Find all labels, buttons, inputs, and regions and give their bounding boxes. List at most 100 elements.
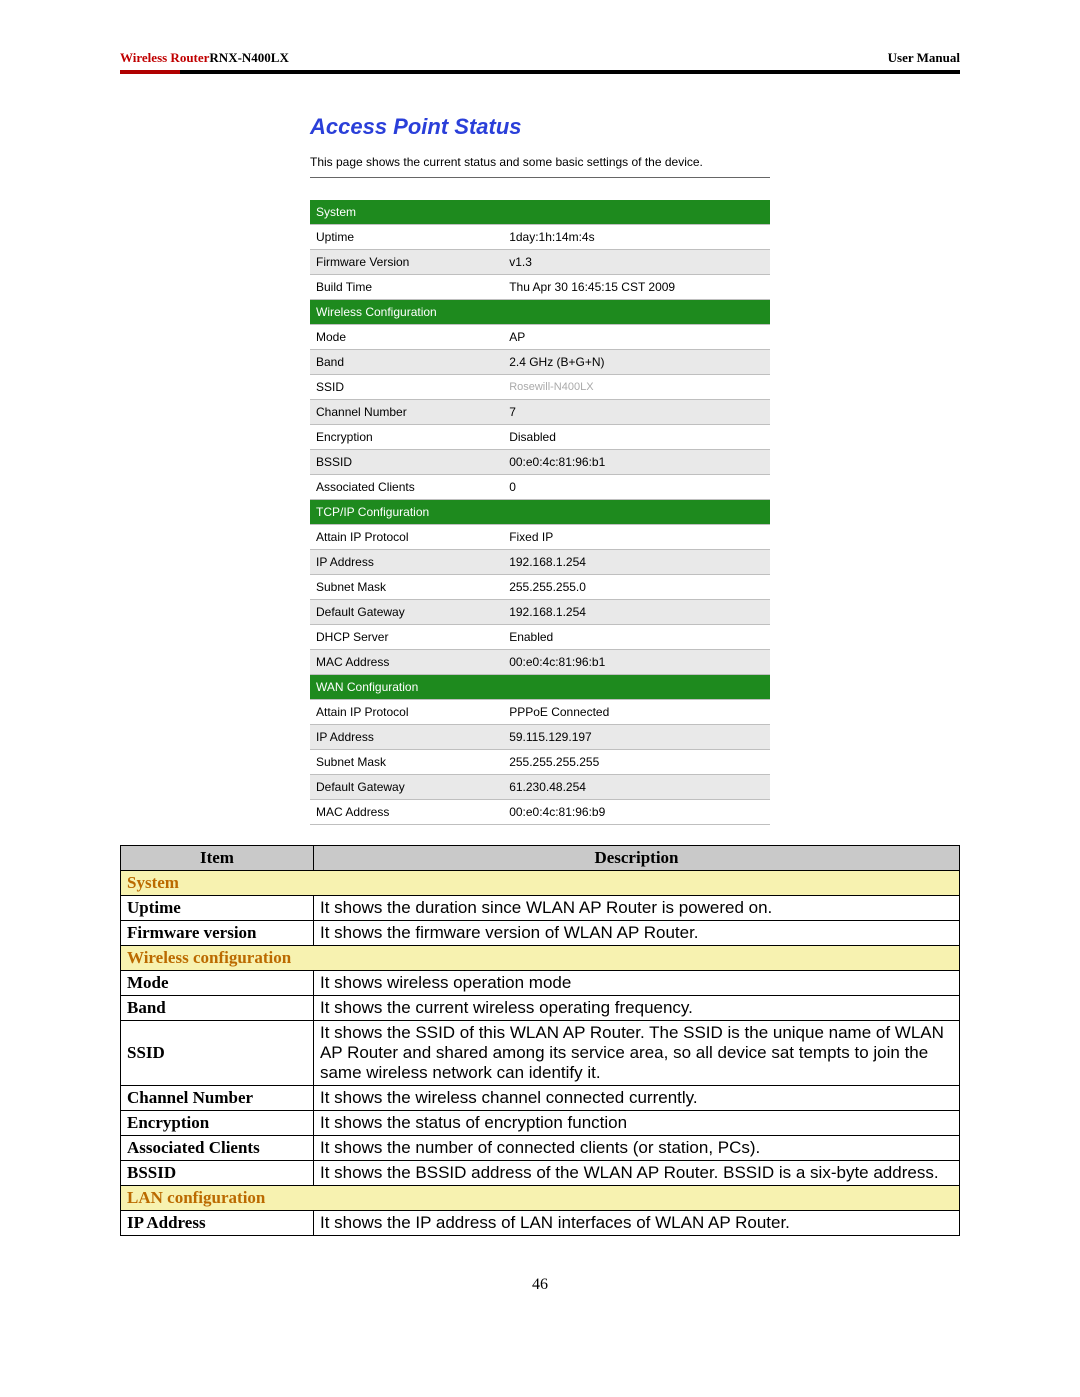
model-name: RNX-N400LX xyxy=(209,50,288,65)
status-section-header: WAN Configuration xyxy=(310,674,770,699)
desc-item: BSSID xyxy=(121,1160,314,1185)
status-row-label: Band xyxy=(310,349,503,374)
status-row: BSSID00:e0:4c:81:96:b1 xyxy=(310,449,770,474)
page-header: Wireless RouterRNX-N400LX User Manual xyxy=(120,50,960,66)
status-row-value: Enabled xyxy=(503,624,770,649)
status-row: Firmware Versionv1.3 xyxy=(310,249,770,274)
desc-row: Associated ClientsIt shows the number of… xyxy=(121,1135,960,1160)
status-row-value: 00:e0:4c:81:96:b1 xyxy=(503,649,770,674)
status-row: Uptime1day:1h:14m:4s xyxy=(310,224,770,249)
desc-row: EncryptionIt shows the status of encrypt… xyxy=(121,1110,960,1135)
status-section-header: System xyxy=(310,200,770,225)
status-row: Build TimeThu Apr 30 16:45:15 CST 2009 xyxy=(310,274,770,299)
status-description: This page shows the current status and s… xyxy=(310,154,770,171)
status-row: SSIDRosewill-N400LX xyxy=(310,374,770,399)
status-row-label: DHCP Server xyxy=(310,624,503,649)
status-row: Band2.4 GHz (B+G+N) xyxy=(310,349,770,374)
desc-text: It shows the wireless channel connected … xyxy=(313,1085,959,1110)
desc-item: Band xyxy=(121,995,314,1020)
desc-text: It shows the duration since WLAN AP Rout… xyxy=(313,895,959,920)
desc-item: SSID xyxy=(121,1020,314,1085)
status-row: Attain IP ProtocolPPPoE Connected xyxy=(310,699,770,724)
desc-item: Firmware version xyxy=(121,920,314,945)
desc-item: Channel Number xyxy=(121,1085,314,1110)
status-row-label: Attain IP Protocol xyxy=(310,699,503,724)
status-row-value: 59.115.129.197 xyxy=(503,724,770,749)
status-row-label: Default Gateway xyxy=(310,599,503,624)
status-row-label: Uptime xyxy=(310,224,503,249)
header-item: Item xyxy=(121,845,314,870)
desc-item: Encryption xyxy=(121,1110,314,1135)
desc-category-name: Wireless configuration xyxy=(121,945,960,970)
status-row: Subnet Mask255.255.255.0 xyxy=(310,574,770,599)
status-row-value: 192.168.1.254 xyxy=(503,599,770,624)
status-row-value: Rosewill-N400LX xyxy=(503,374,770,399)
desc-row: BandIt shows the current wireless operat… xyxy=(121,995,960,1020)
desc-row: SSIDIt shows the SSID of this WLAN AP Ro… xyxy=(121,1020,960,1085)
page-number: 46 xyxy=(120,1276,960,1294)
status-row-value: 192.168.1.254 xyxy=(503,549,770,574)
status-row-label: Subnet Mask xyxy=(310,574,503,599)
desc-row: ModeIt shows wireless operation mode xyxy=(121,970,960,995)
status-row-label: Attain IP Protocol xyxy=(310,524,503,549)
status-row-label: SSID xyxy=(310,374,503,399)
status-row: Subnet Mask255.255.255.255 xyxy=(310,749,770,774)
status-row-label: MAC Address xyxy=(310,799,503,824)
status-section-name: WAN Configuration xyxy=(310,674,770,699)
status-row-value: 0 xyxy=(503,474,770,499)
header-divider xyxy=(120,70,960,74)
status-row-label: Default Gateway xyxy=(310,774,503,799)
desc-row: UptimeIt shows the duration since WLAN A… xyxy=(121,895,960,920)
status-row-value: AP xyxy=(503,324,770,349)
status-row-value: 00:e0:4c:81:96:b9 xyxy=(503,799,770,824)
header-left: Wireless RouterRNX-N400LX xyxy=(120,50,289,66)
desc-category-row: Wireless configuration xyxy=(121,945,960,970)
status-row-value: 2.4 GHz (B+G+N) xyxy=(503,349,770,374)
desc-text: It shows the status of encryption functi… xyxy=(313,1110,959,1135)
header-right: User Manual xyxy=(888,50,960,66)
status-row-label: Channel Number xyxy=(310,399,503,424)
status-divider xyxy=(310,177,770,178)
desc-item: Uptime xyxy=(121,895,314,920)
desc-category-row: System xyxy=(121,870,960,895)
status-row-label: MAC Address xyxy=(310,649,503,674)
desc-text: It shows the firmware version of WLAN AP… xyxy=(313,920,959,945)
desc-text: It shows the number of connected clients… xyxy=(313,1135,959,1160)
status-row: Default Gateway192.168.1.254 xyxy=(310,599,770,624)
status-section-name: TCP/IP Configuration xyxy=(310,499,770,524)
status-row-value: Fixed IP xyxy=(503,524,770,549)
desc-row: IP AddressIt shows the IP address of LAN… xyxy=(121,1210,960,1235)
status-row-label: Mode xyxy=(310,324,503,349)
status-row-value: Thu Apr 30 16:45:15 CST 2009 xyxy=(503,274,770,299)
status-row: IP Address192.168.1.254 xyxy=(310,549,770,574)
desc-text: It shows the SSID of this WLAN AP Router… xyxy=(313,1020,959,1085)
status-row-label: IP Address xyxy=(310,549,503,574)
status-row-label: BSSID xyxy=(310,449,503,474)
status-row-label: Associated Clients xyxy=(310,474,503,499)
status-row-label: IP Address xyxy=(310,724,503,749)
status-row-label: Subnet Mask xyxy=(310,749,503,774)
page: Wireless RouterRNX-N400LX User Manual Ac… xyxy=(0,0,1080,1334)
desc-text: It shows the BSSID address of the WLAN A… xyxy=(313,1160,959,1185)
status-section-header: TCP/IP Configuration xyxy=(310,499,770,524)
status-row: MAC Address00:e0:4c:81:96:b9 xyxy=(310,799,770,824)
status-row: ModeAP xyxy=(310,324,770,349)
status-panel: Access Point Status This page shows the … xyxy=(310,114,770,825)
status-row-value: PPPoE Connected xyxy=(503,699,770,724)
status-row: Default Gateway61.230.48.254 xyxy=(310,774,770,799)
status-row: MAC Address00:e0:4c:81:96:b1 xyxy=(310,649,770,674)
description-table: Item Description SystemUptimeIt shows th… xyxy=(120,845,960,1236)
desc-text: It shows the IP address of LAN interface… xyxy=(313,1210,959,1235)
status-section-name: System xyxy=(310,200,770,225)
status-table: SystemUptime1day:1h:14m:4sFirmware Versi… xyxy=(310,200,770,825)
status-row-value: 61.230.48.254 xyxy=(503,774,770,799)
status-row: DHCP ServerEnabled xyxy=(310,624,770,649)
status-row-label: Firmware Version xyxy=(310,249,503,274)
header-desc: Description xyxy=(313,845,959,870)
desc-text: It shows wireless operation mode xyxy=(313,970,959,995)
desc-item: Mode xyxy=(121,970,314,995)
status-row-label: Encryption xyxy=(310,424,503,449)
desc-item: IP Address xyxy=(121,1210,314,1235)
desc-text: It shows the current wireless operating … xyxy=(313,995,959,1020)
status-row-label: Build Time xyxy=(310,274,503,299)
